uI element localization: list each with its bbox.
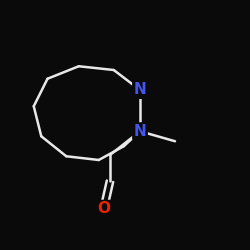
Text: N: N: [134, 124, 146, 139]
Text: N: N: [134, 82, 146, 98]
Text: O: O: [97, 201, 110, 216]
